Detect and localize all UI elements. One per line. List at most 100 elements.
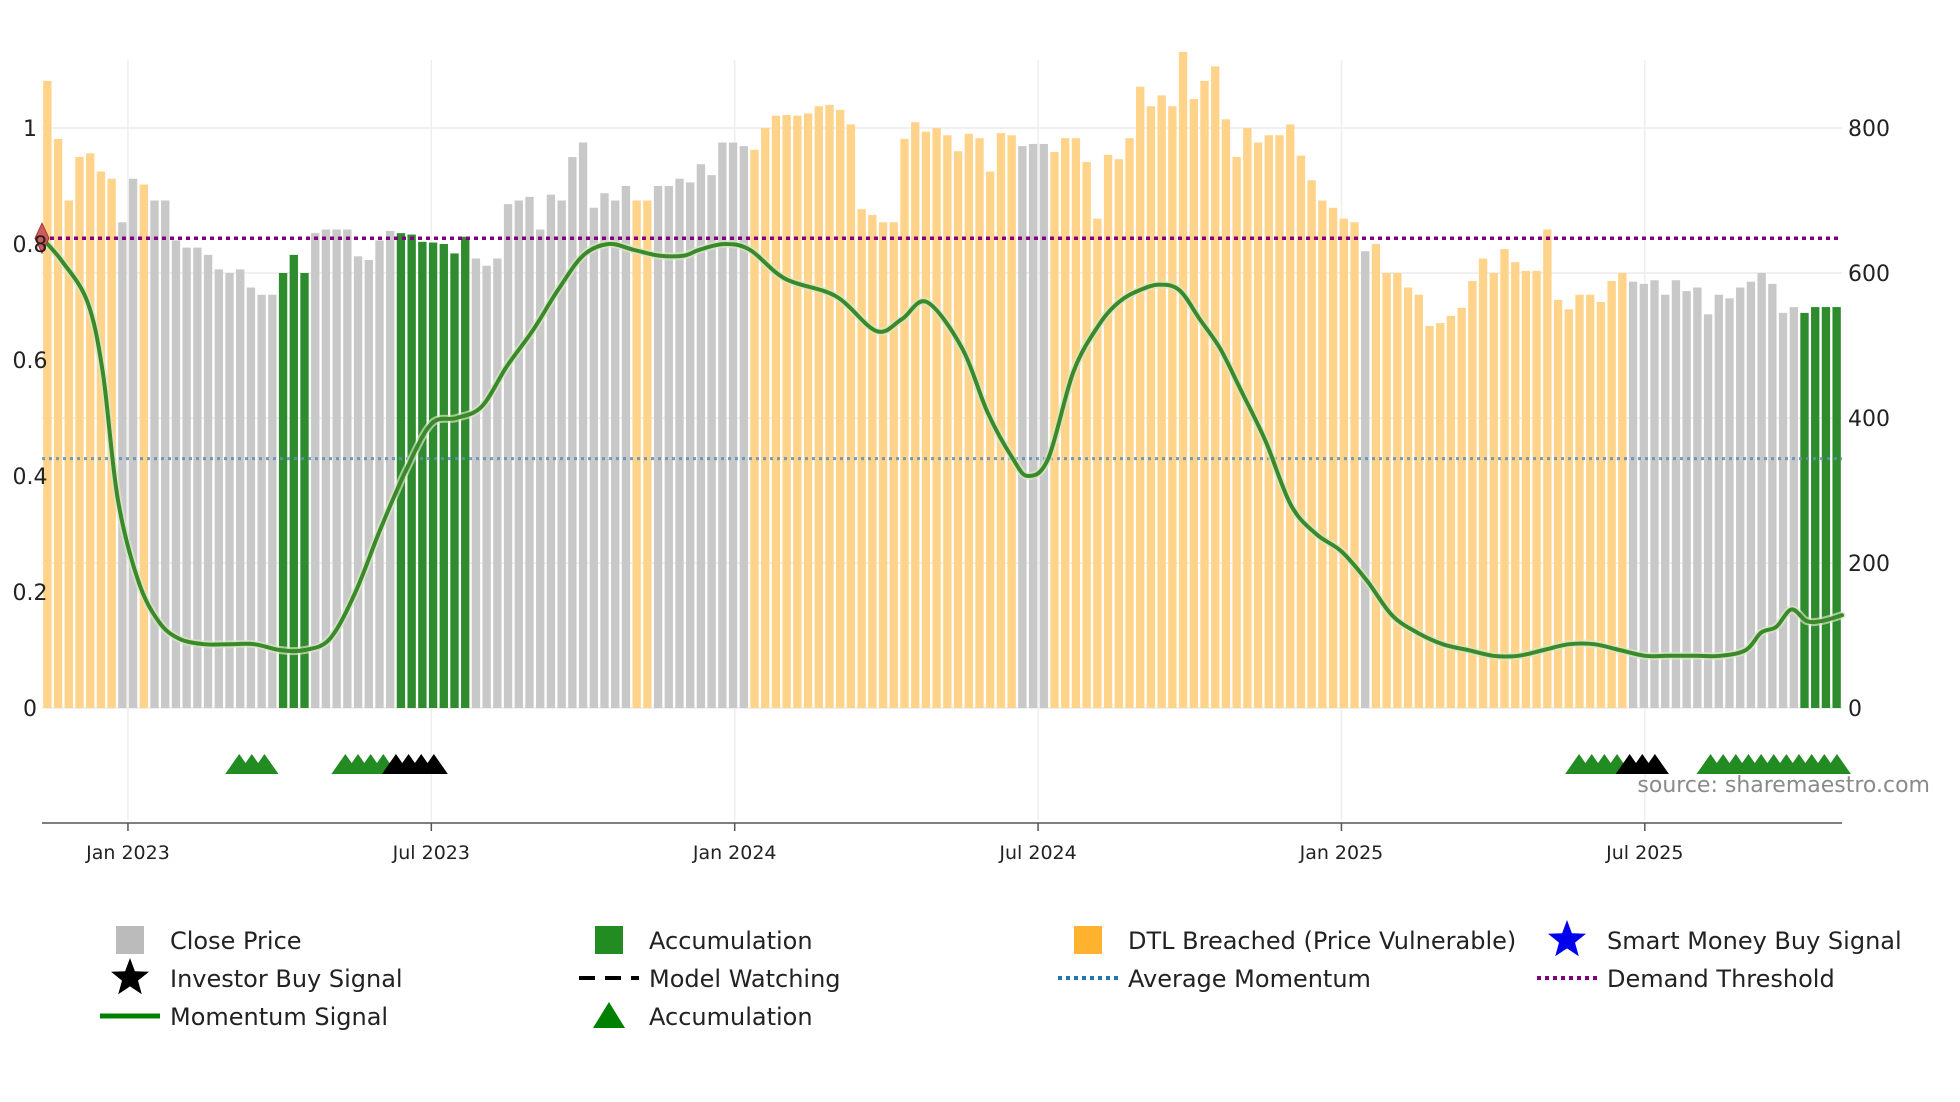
- legend-label: Accumulation: [649, 927, 813, 955]
- price-bar: [64, 200, 73, 708]
- price-bar: [1607, 280, 1616, 708]
- price-bar: [128, 178, 138, 708]
- price-bar: [1693, 287, 1702, 708]
- source-label: source: sharemaestro.com: [1637, 773, 1930, 798]
- legend-item: Average Momentum: [1058, 965, 1371, 993]
- legend-item: Smart Money Buy Signal: [1548, 920, 1902, 957]
- investor-buy-marker: [1640, 754, 1669, 774]
- price-bar: [1671, 280, 1681, 708]
- price-bar: [1275, 135, 1284, 708]
- price-bar: [1264, 135, 1273, 708]
- price-bar: [1007, 135, 1016, 708]
- left-tick-label: 0: [23, 697, 37, 722]
- price-bar: [771, 115, 781, 709]
- price-bar: [846, 124, 856, 709]
- price-bar: [1639, 283, 1648, 709]
- price-bar: [503, 204, 513, 709]
- price-bar: [1286, 124, 1295, 709]
- price-bar: [1543, 229, 1552, 708]
- price-bar: [1071, 138, 1081, 708]
- price-bar: [1189, 99, 1198, 708]
- price-bar: [793, 115, 802, 709]
- price-bar: [889, 222, 898, 708]
- price-bar: [396, 233, 406, 708]
- price-bar: [96, 171, 106, 708]
- price-bar: [1136, 86, 1145, 709]
- price-bar: [986, 171, 995, 708]
- legend-item: DTL Breached (Price Vulnerable): [1074, 926, 1516, 955]
- price-bar: [1746, 281, 1756, 708]
- price-bar: [1328, 207, 1338, 708]
- price-bar: [1628, 281, 1638, 708]
- momentum-line: [40, 236, 1844, 659]
- price-bar: [878, 222, 888, 708]
- price-bar: [386, 230, 395, 708]
- x-tick-label: Jan 2025: [1299, 842, 1384, 864]
- legend-star-icon: [1548, 920, 1586, 957]
- left-tick-label: 1: [23, 117, 37, 142]
- price-bar: [1414, 294, 1423, 708]
- price-bar: [1393, 273, 1402, 708]
- left-tick-label: 0.8: [13, 233, 48, 258]
- legend-item: Accumulation: [593, 1002, 813, 1031]
- price-bar: [557, 200, 566, 708]
- x-tick-label: Jul 2025: [1605, 842, 1683, 864]
- price-bar: [900, 138, 909, 709]
- price-bar: [1125, 138, 1134, 708]
- price-bar: [321, 229, 331, 708]
- accumulation-marker: [250, 754, 279, 774]
- price-bar: [1564, 309, 1573, 708]
- price-bar: [600, 193, 609, 708]
- price-bar: [118, 222, 127, 708]
- price-bar: [621, 186, 631, 708]
- legend: Close Price Accumulation DTL Breached (Pri…: [100, 920, 1902, 1031]
- price-bar: [1457, 307, 1466, 708]
- price-bar: [182, 247, 191, 709]
- price-bar: [1232, 157, 1241, 708]
- price-bar: [761, 128, 770, 708]
- price-bar: [407, 234, 416, 708]
- price-bar: [1725, 298, 1734, 709]
- price-bar: [696, 164, 706, 708]
- price-bar: [1714, 294, 1723, 708]
- legend-item: Close Price: [116, 926, 302, 955]
- price-bar: [921, 131, 931, 709]
- signal-markers: [34, 222, 1851, 774]
- right-tick-label: 400: [1848, 407, 1890, 432]
- price-bar: [1500, 249, 1509, 708]
- price-bar: [964, 133, 973, 709]
- legend-label: Model Watching: [649, 965, 841, 993]
- price-bar: [1103, 154, 1113, 708]
- smart-money-buy-marker: [34, 222, 50, 255]
- price-bar: [611, 200, 620, 708]
- price-bar: [86, 153, 95, 709]
- price-bar: [1596, 302, 1606, 708]
- price-bar: [1296, 155, 1306, 709]
- momentum-signal: [38, 234, 1846, 661]
- price-bar: [1586, 294, 1595, 708]
- legend-swatch: [595, 926, 623, 954]
- price-bar: [428, 242, 438, 709]
- x-tick-label: Jan 2024: [692, 842, 777, 864]
- legend-label: Average Momentum: [1128, 965, 1371, 993]
- price-bar: [825, 104, 834, 709]
- legend-label: DTL Breached (Price Vulnerable): [1128, 927, 1516, 955]
- price-bar: [1243, 128, 1252, 708]
- price-bar: [1778, 312, 1788, 708]
- price-bar: [707, 175, 716, 709]
- price-bar: [193, 247, 202, 709]
- price-bar: [1661, 294, 1670, 708]
- gridlines: [42, 60, 1842, 820]
- price-bar: [675, 178, 684, 708]
- price-bar: [471, 258, 481, 708]
- price-bar: [257, 294, 266, 708]
- legend-label: Demand Threshold: [1607, 965, 1835, 993]
- price-bar: [1018, 146, 1027, 709]
- legend-item: Accumulation: [595, 926, 813, 955]
- price-bar: [643, 200, 652, 708]
- price-bar: [418, 241, 427, 708]
- price-bar: [514, 200, 523, 708]
- accumulation-marker: [1822, 754, 1851, 774]
- price-bar: [161, 200, 170, 708]
